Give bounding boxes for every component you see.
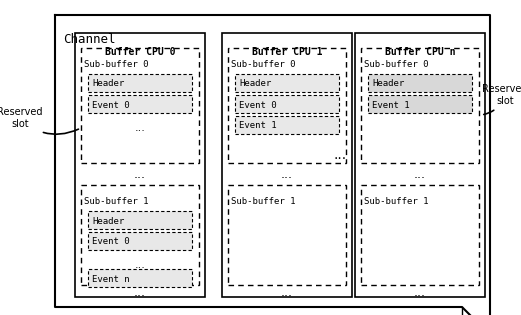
Bar bbox=[75, 33, 205, 297]
Text: Buffer CPU 1: Buffer CPU 1 bbox=[252, 47, 322, 57]
Text: Header: Header bbox=[372, 79, 404, 89]
Text: Header: Header bbox=[92, 79, 124, 89]
Text: Header: Header bbox=[92, 216, 124, 226]
Text: Sub-buffer 0: Sub-buffer 0 bbox=[231, 60, 295, 69]
Text: ...: ... bbox=[414, 169, 426, 181]
Bar bbox=[368, 95, 472, 113]
Text: Event n: Event n bbox=[92, 274, 130, 284]
Bar bbox=[81, 185, 199, 285]
Text: ...: ... bbox=[134, 123, 145, 133]
Bar bbox=[361, 185, 479, 285]
Text: Sub-buffer 1: Sub-buffer 1 bbox=[364, 197, 428, 206]
Text: Sub-buffer 1: Sub-buffer 1 bbox=[84, 197, 148, 206]
Bar bbox=[88, 74, 192, 92]
Bar bbox=[88, 95, 192, 113]
Text: Sub-buffer 1: Sub-buffer 1 bbox=[231, 197, 295, 206]
Text: Event 0: Event 0 bbox=[239, 100, 277, 110]
Bar bbox=[361, 48, 479, 163]
Text: Buffer CPU 0: Buffer CPU 0 bbox=[105, 47, 175, 57]
Bar bbox=[81, 48, 199, 163]
Text: Event 0: Event 0 bbox=[92, 100, 130, 110]
Bar bbox=[228, 48, 346, 163]
Text: Sub-buffer 0: Sub-buffer 0 bbox=[364, 60, 428, 69]
Text: Reserved
slot: Reserved slot bbox=[482, 84, 521, 114]
Text: Event 1: Event 1 bbox=[239, 122, 277, 130]
Text: Reserved
slot: Reserved slot bbox=[0, 107, 79, 134]
Bar bbox=[235, 74, 339, 92]
Bar bbox=[88, 269, 192, 287]
Text: ...: ... bbox=[333, 148, 346, 162]
Bar bbox=[355, 33, 485, 297]
Text: ...: ... bbox=[414, 285, 426, 299]
Bar bbox=[235, 116, 339, 134]
Text: ...: ... bbox=[134, 285, 146, 299]
Bar bbox=[368, 74, 472, 92]
Text: ...: ... bbox=[281, 285, 293, 299]
Text: ...: ... bbox=[134, 169, 146, 181]
Text: ...: ... bbox=[281, 169, 293, 181]
Text: Header: Header bbox=[239, 79, 271, 89]
Text: Sub-buffer 0: Sub-buffer 0 bbox=[84, 60, 148, 69]
Polygon shape bbox=[55, 15, 490, 315]
Text: ...: ... bbox=[134, 260, 145, 270]
Text: Channel: Channel bbox=[63, 33, 116, 46]
Bar bbox=[222, 33, 352, 297]
Bar bbox=[88, 211, 192, 229]
Bar bbox=[88, 232, 192, 250]
Text: Event 0: Event 0 bbox=[92, 238, 130, 247]
Text: Event 1: Event 1 bbox=[372, 100, 410, 110]
Bar bbox=[235, 95, 339, 113]
Bar bbox=[228, 185, 346, 285]
Text: Buffer CPU n: Buffer CPU n bbox=[384, 47, 455, 57]
